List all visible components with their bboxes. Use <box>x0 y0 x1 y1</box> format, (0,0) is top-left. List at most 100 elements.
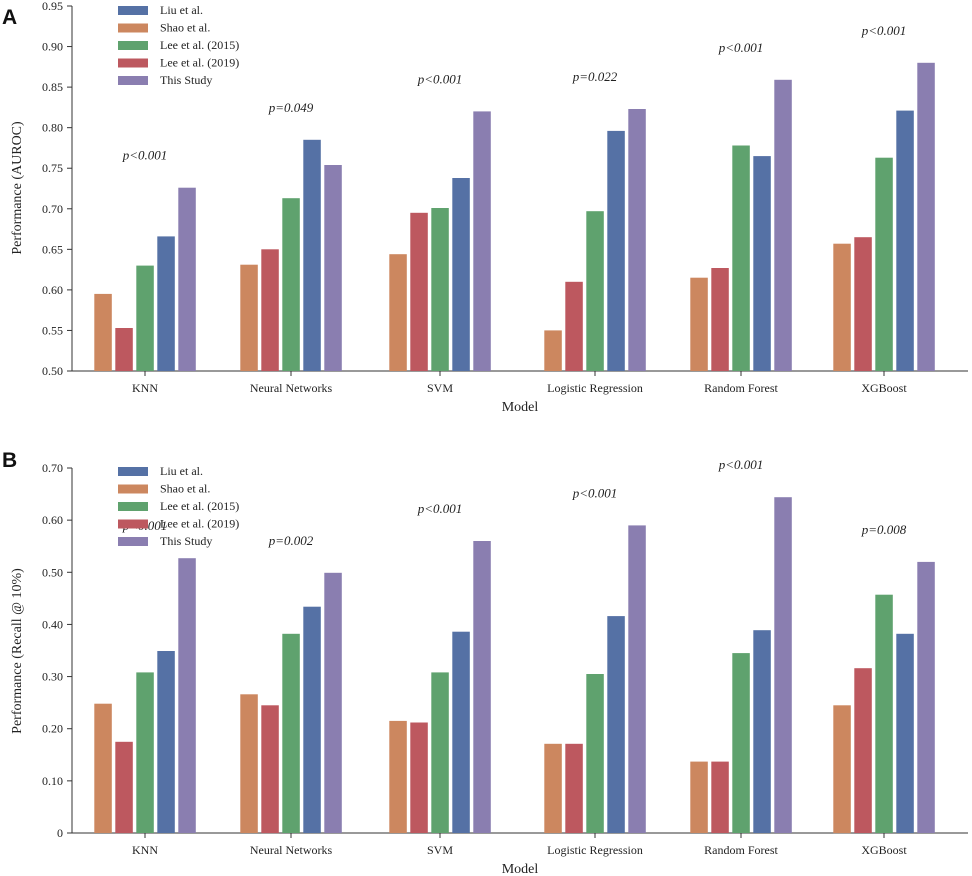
panel-b-y-tick-label: 0.10 <box>42 774 63 788</box>
panel-b-y-tick-label: 0 <box>57 826 63 840</box>
panel-a-x-tick-label: XGBoost <box>861 381 907 395</box>
panel-a-bar-knn-this-study <box>178 187 196 371</box>
panel-b-bar-neural-networks-lee-et-al-2019 <box>261 705 279 834</box>
panel-b-bar-svm-shao-et-al <box>389 720 407 833</box>
panel-a-legend-swatch <box>118 6 148 15</box>
panel-b-bar-knn-this-study <box>178 558 196 833</box>
panel-a-legend-swatch <box>118 23 148 33</box>
panel-a: A Performance (AUROC) Model 0.50 0.55 0.60… <box>2 0 968 415</box>
panel-a-bar-neural-networks-shao-et-al <box>240 264 258 371</box>
panel-b-y-tick-label: 0.40 <box>42 617 63 631</box>
panel-b-bar-svm-this-study <box>473 541 491 833</box>
panel-b-p-value: p<0.001 <box>417 501 463 516</box>
panel-b-bar-svm-lee-et-al-2015 <box>431 672 449 833</box>
panel-a-bar-random-forest-liu-et-al <box>753 156 771 371</box>
panel-a-x-tick-label: Random Forest <box>704 381 778 395</box>
panel-b-x-axis-title: Model <box>502 862 539 876</box>
panel-b-legend-swatch <box>118 502 148 511</box>
panel-a-bar-xgboost-liu-et-al <box>896 110 914 371</box>
panel-a-bar-xgboost-this-study <box>917 62 935 372</box>
panel-a-y-tick-label: 0.80 <box>42 121 63 135</box>
panel-b-y-tick-label: 0.20 <box>42 722 63 736</box>
panel-a-legend-label: Shao et al. <box>160 21 210 35</box>
panel-b-legend-swatch <box>118 484 148 494</box>
panel-a-p-value: p<0.001 <box>861 23 907 38</box>
panel-b-p-value: p=0.008 <box>861 522 907 537</box>
panel-b-bar-random-forest-shao-et-al <box>690 761 708 833</box>
panel-b-y-tick-label: 0.50 <box>42 565 63 579</box>
panel-a-bar-knn-lee-et-al-2019 <box>115 328 133 371</box>
panel-b-letter: B <box>2 449 17 472</box>
panel-b-bar-logistic-regression-lee-et-al-2019 <box>565 743 583 833</box>
panel-a-x-tick-label: Neural Networks <box>250 381 333 395</box>
panel-a-bar-logistic-regression-lee-et-al-2019 <box>565 281 583 371</box>
panel-a-legend-label: Lee et al. (2019) <box>160 56 239 70</box>
panel-a-bar-logistic-regression-lee-et-al-2015 <box>586 211 604 371</box>
panel-a-y-axis-title: Performance (AUROC) <box>10 121 25 255</box>
panel-a-legend-swatch <box>118 58 148 68</box>
panel-a-bar-svm-lee-et-al-2019 <box>410 212 428 371</box>
panel-a-p-value: p<0.001 <box>718 40 764 55</box>
panel-a-bar-xgboost-lee-et-al-2019 <box>854 237 872 371</box>
panel-a-legend-label: Lee et al. (2015) <box>160 38 239 52</box>
panel-a-y-tick-label: 0.55 <box>42 323 63 337</box>
panel-b-legend-label: Shao et al. <box>160 482 210 496</box>
panel-b-p-value: p<0.001 <box>572 485 618 500</box>
panel-b-legend-label: Lee et al. (2015) <box>160 499 239 513</box>
panel-b-bar-knn-liu-et-al <box>157 651 175 833</box>
panel-b-bar-xgboost-lee-et-al-2019 <box>854 668 872 833</box>
panel-b-bar-xgboost-shao-et-al <box>833 705 851 834</box>
panel-b-p-value: p<0.001 <box>718 457 764 472</box>
panel-a-p-value: p=0.049 <box>268 100 314 115</box>
panel-a-bar-knn-lee-et-al-2015 <box>136 265 154 371</box>
panel-a-bar-svm-lee-et-al-2015 <box>431 208 449 371</box>
panel-b-x-tick-label: Random Forest <box>704 843 778 857</box>
panel-a-letter: A <box>2 6 17 29</box>
panel-a-bar-random-forest-lee-et-al-2015 <box>732 145 750 371</box>
panel-b-p-value: p=0.002 <box>268 533 314 548</box>
panel-a-bar-neural-networks-this-study <box>324 165 342 371</box>
panel-b-x-tick-label: Neural Networks <box>250 843 333 857</box>
panel-b-bar-svm-liu-et-al <box>452 631 470 833</box>
panel-a-bar-logistic-regression-liu-et-al <box>607 130 625 371</box>
panel-b-legend-label: Liu et al. <box>160 464 203 478</box>
panel-b-legend-label: This Study <box>160 534 212 548</box>
panel-b-bar-knn-lee-et-al-2015 <box>136 672 154 833</box>
panel-b-bar-neural-networks-lee-et-al-2015 <box>282 633 300 833</box>
panel-a-bar-svm-liu-et-al <box>452 178 470 371</box>
panel-b-bar-svm-lee-et-al-2019 <box>410 722 428 833</box>
panel-a-bar-random-forest-this-study <box>774 79 792 372</box>
panel-a-y-tick-label: 0.75 <box>42 161 63 175</box>
panel-a-y-tick-label: 0.90 <box>42 40 63 54</box>
panel-b-bar-random-forest-lee-et-al-2015 <box>732 653 750 833</box>
panel-a-bar-knn-liu-et-al <box>157 236 175 371</box>
panel-a-y-tick-label: 0.65 <box>42 242 63 256</box>
panel-b-bar-neural-networks-this-study <box>324 572 342 833</box>
panel-b-legend-label: Lee et al. (2019) <box>160 517 239 531</box>
panel-a-bar-neural-networks-liu-et-al <box>303 139 321 371</box>
panel-b-x-tick-label: SVM <box>427 843 453 857</box>
panel-b-bar-xgboost-lee-et-al-2015 <box>875 594 893 833</box>
panel-b-legend-swatch <box>118 537 148 546</box>
panel-b-legend-swatch <box>118 467 148 476</box>
panel-a-bar-random-forest-lee-et-al-2019 <box>711 268 729 371</box>
panel-b-bar-xgboost-liu-et-al <box>896 633 914 833</box>
panel-a-bar-svm-this-study <box>473 111 491 372</box>
panel-b-y-axis-title: Performance (Recall @ 10%) <box>10 568 25 734</box>
panel-a-x-axis-title: Model <box>502 400 539 415</box>
panel-b-bar-logistic-regression-liu-et-al <box>607 616 625 833</box>
panel-a-y-tick-label: 0.60 <box>42 283 63 297</box>
panel-a-legend-swatch <box>118 41 148 50</box>
panel-a-x-tick-label: Logistic Regression <box>547 381 643 395</box>
panel-a-bar-svm-shao-et-al <box>389 254 407 371</box>
panel-a-legend-swatch <box>118 76 148 85</box>
panel-a-legend-label: This Study <box>160 73 212 87</box>
panel-a-y-tick-label: 0.70 <box>42 202 63 216</box>
panel-b-x-tick-label: Logistic Regression <box>547 843 643 857</box>
panel-b-bar-logistic-regression-lee-et-al-2015 <box>586 674 604 833</box>
panel-b-bar-logistic-regression-shao-et-al <box>544 743 562 833</box>
panel-a-y-tick-label: 0.85 <box>42 80 63 94</box>
panel-b-y-tick-label: 0.60 <box>42 513 63 527</box>
panel-a-y-tick-label: 0.50 <box>42 364 63 378</box>
